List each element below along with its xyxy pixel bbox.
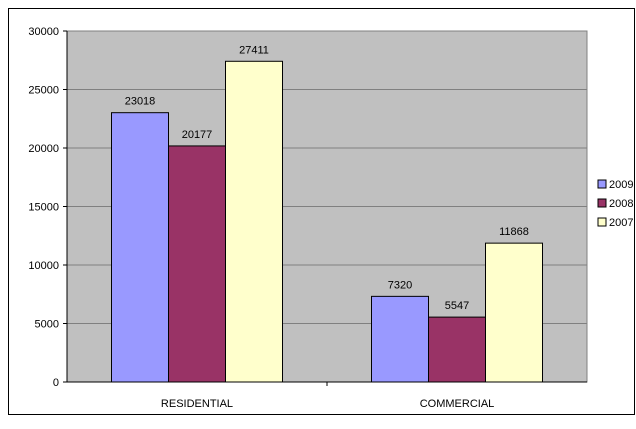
x-tick-label: COMMERCIAL bbox=[420, 398, 495, 410]
bar-2007-commercial bbox=[485, 242, 543, 383]
bar-2008-residential bbox=[168, 145, 226, 383]
y-tick-label: 20000 bbox=[28, 143, 59, 155]
data-label: 7320 bbox=[388, 279, 412, 291]
bar-2007-residential bbox=[225, 60, 283, 383]
data-label: 27411 bbox=[239, 44, 269, 56]
legend-label-2009: 2009 bbox=[609, 179, 633, 191]
y-tick-label: 25000 bbox=[28, 85, 59, 97]
bar-2009-commercial bbox=[371, 295, 429, 383]
legend-swatch-2008 bbox=[597, 198, 607, 208]
y-tick-label: 10000 bbox=[28, 260, 59, 272]
data-label: 23018 bbox=[125, 96, 156, 108]
x-tick-label: RESIDENTIAL bbox=[161, 398, 233, 410]
legend-swatch-2009 bbox=[597, 179, 607, 189]
data-label: 5547 bbox=[445, 300, 469, 312]
data-label: 20177 bbox=[182, 129, 213, 141]
y-tick-label: 0 bbox=[53, 377, 59, 389]
y-tick-label: 5000 bbox=[35, 319, 59, 331]
legend-label-2008: 2008 bbox=[609, 198, 633, 210]
data-label: 11868 bbox=[499, 226, 529, 238]
bar-2008-commercial bbox=[428, 316, 486, 383]
y-tick-label: 15000 bbox=[28, 202, 59, 214]
bar-2009-residential bbox=[111, 112, 169, 383]
legend-label-2007: 2007 bbox=[609, 217, 633, 229]
y-tick-label: 30000 bbox=[28, 26, 59, 38]
legend-swatch-2007 bbox=[597, 217, 607, 227]
